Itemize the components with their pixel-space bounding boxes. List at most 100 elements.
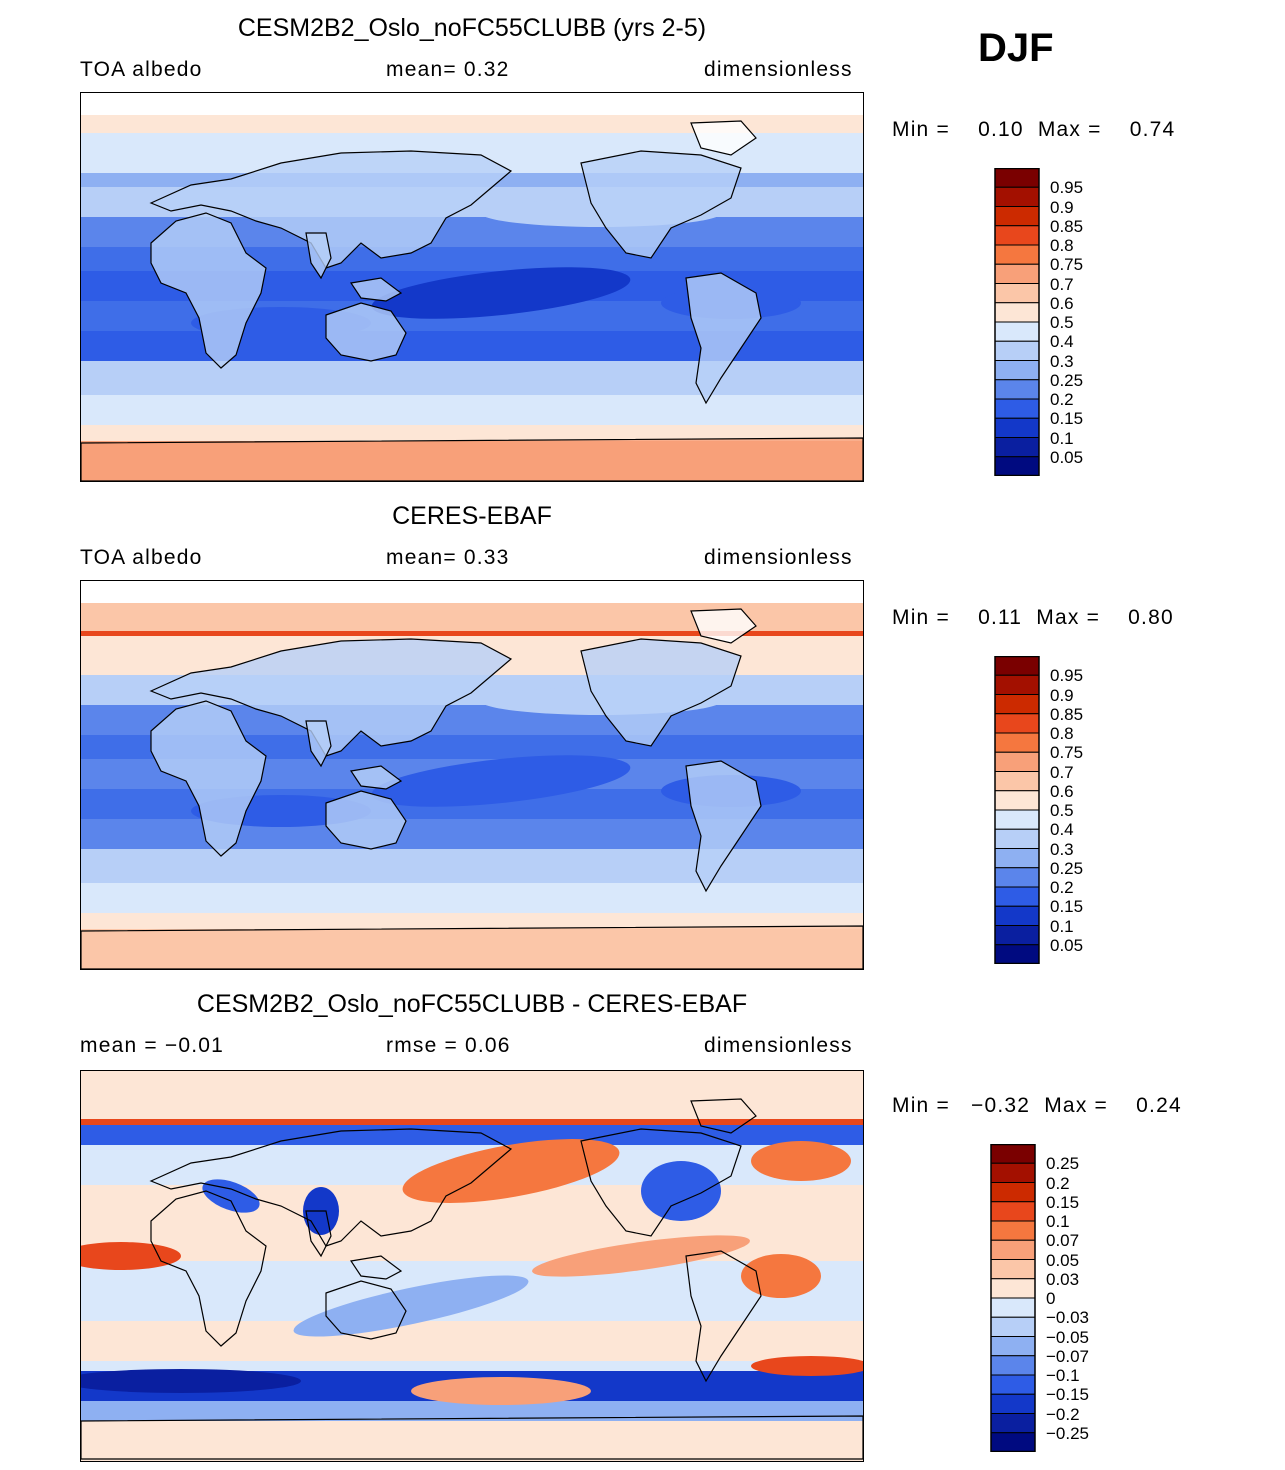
colorbar-labels: 0.95 0.9 0.85 0.8 0.75 0.7 0.6 0.5 0.4 0.3 0.25 0.2… — [1050, 168, 1170, 476]
negative-anomaly — [81, 1369, 301, 1393]
panel-title: CERES-EBAF — [392, 502, 552, 530]
coastline — [305, 1210, 332, 1258]
positive-anomaly — [402, 1139, 620, 1203]
colorbar-swatch — [994, 790, 1040, 811]
colorbar-tick-label: 0.25 — [1046, 1154, 1080, 1174]
coastline — [305, 232, 332, 280]
coastline — [349, 765, 403, 790]
colorbar-tick-label: 0.2 — [1050, 390, 1074, 409]
antarctica-outline — [81, 437, 863, 481]
colorbar-swatch — [994, 321, 1040, 342]
positive-anomaly — [81, 1242, 181, 1270]
colorbar-tick-label: 0.05 — [1050, 935, 1084, 955]
colorbar-tick-label: −0.03 — [1046, 1308, 1090, 1328]
colorbar-tick-label: 0 — [1046, 1289, 1056, 1308]
colorbar-tick-label: 0.7 — [1050, 274, 1074, 294]
colorbar-tick-label: −0.15 — [1046, 1385, 1090, 1405]
colorbar-swatch — [994, 674, 1040, 695]
colorbar-swatch — [994, 398, 1040, 419]
colorbar-tick-label: 0.4 — [1050, 820, 1074, 840]
coastline — [349, 1255, 403, 1280]
colorbar-tick-label: 0.9 — [1050, 197, 1074, 217]
field-band — [81, 1119, 863, 1125]
colorbar-tick-label: 0.03 — [1046, 1269, 1080, 1289]
colorbar-frame — [990, 1144, 1036, 1452]
colorbar-swatch — [994, 360, 1040, 381]
colorbar-swatch — [994, 656, 1040, 676]
colorbar-tick-label: 0.1 — [1050, 428, 1074, 448]
colorbar-tick-label: 0.5 — [1050, 801, 1074, 820]
coastline — [580, 1128, 742, 1237]
colorbar-tick-label: 0.25 — [1050, 370, 1084, 390]
coastline — [305, 720, 332, 768]
colorbar-swatch — [990, 1278, 1036, 1299]
colorbar — [994, 168, 1040, 476]
polar-edge — [81, 631, 863, 636]
colorbar-swatch — [990, 1220, 1036, 1241]
colorbar-swatch — [994, 944, 1040, 964]
colorbar-tick-label: 0.6 — [1050, 781, 1074, 801]
colorbar-swatch — [994, 867, 1040, 888]
colorbar-swatch — [990, 1182, 1036, 1203]
colorbar-tick-label: −0.25 — [1046, 1423, 1090, 1443]
colorbar-tick-label: −0.1 — [1046, 1366, 1080, 1385]
negative-anomaly — [641, 1161, 721, 1221]
coastline — [325, 302, 407, 362]
colorbar-swatch — [990, 1336, 1036, 1357]
coastline — [149, 638, 513, 757]
low-albedo-region — [371, 755, 631, 807]
coastline — [325, 1280, 407, 1340]
field-band — [81, 849, 863, 883]
units-label: dimensionless — [704, 58, 853, 81]
colorbar-swatch — [990, 1393, 1036, 1414]
map-svg — [81, 93, 863, 481]
colorbar-swatch — [994, 340, 1040, 361]
panel-diff: CESM2B2_Oslo_noFC55CLUBB - CERES-EBAF me… — [0, 990, 1285, 1470]
antarctica-outline — [81, 1415, 863, 1460]
panel-model: CESM2B2_Oslo_noFC55CLUBB (yrs 2-5) TOA a… — [0, 14, 1285, 494]
coastline — [150, 700, 267, 857]
colorbar-tick-label: 0.85 — [1050, 216, 1084, 236]
colorbar-frame — [994, 168, 1040, 476]
colorbar-swatch — [990, 1239, 1036, 1260]
min-max-label: Min = 0.10 Max = 0.74 — [892, 118, 1176, 141]
field-band — [81, 1421, 863, 1461]
colorbar-swatch — [990, 1162, 1036, 1183]
colorbar-tick-label: −0.05 — [1046, 1327, 1090, 1347]
colorbar-tick-label: 0.5 — [1050, 313, 1074, 332]
field-band — [81, 361, 863, 395]
mean-label: mean = −0.01 — [80, 1034, 224, 1057]
coastline — [690, 608, 757, 644]
colorbar-swatch — [994, 713, 1040, 734]
coastline — [580, 150, 742, 259]
field-band — [81, 395, 863, 425]
colorbar-tick-label: 0.4 — [1050, 332, 1074, 352]
coastline — [690, 1098, 757, 1134]
field-band — [81, 1401, 863, 1421]
min-max-label: Min = 0.11 Max = 0.80 — [892, 606, 1174, 629]
antarctica-outline — [81, 925, 863, 969]
coastline — [580, 638, 742, 747]
positive-anomaly — [411, 1377, 591, 1405]
colorbar-tick-label: 0.1 — [1050, 916, 1074, 936]
colorbar-tick-label: 0.95 — [1050, 178, 1084, 198]
units-label: dimensionless — [704, 1034, 853, 1057]
panel-title: CESM2B2_Oslo_noFC55CLUBB (yrs 2-5) — [237, 14, 707, 42]
colorbar-tick-label: 0.05 — [1050, 447, 1084, 467]
colorbar-tick-label: −0.2 — [1046, 1404, 1080, 1424]
colorbar-swatch — [990, 1355, 1036, 1376]
variable-label: TOA albedo — [80, 546, 203, 569]
coastline — [325, 790, 407, 850]
colorbar-swatch — [994, 379, 1040, 400]
coastline — [150, 1190, 267, 1347]
colorbar-swatch — [994, 848, 1040, 869]
colorbar-swatch — [994, 732, 1040, 753]
colorbar-swatch — [990, 1374, 1036, 1395]
colorbar-tick-label: 0.85 — [1050, 704, 1084, 724]
negative-anomaly — [293, 1275, 529, 1337]
map-plot — [80, 92, 864, 482]
colorbar-swatch — [994, 925, 1040, 946]
colorbar-swatch — [994, 283, 1040, 304]
map-svg — [81, 1071, 863, 1461]
colorbar-swatch — [990, 1201, 1036, 1222]
